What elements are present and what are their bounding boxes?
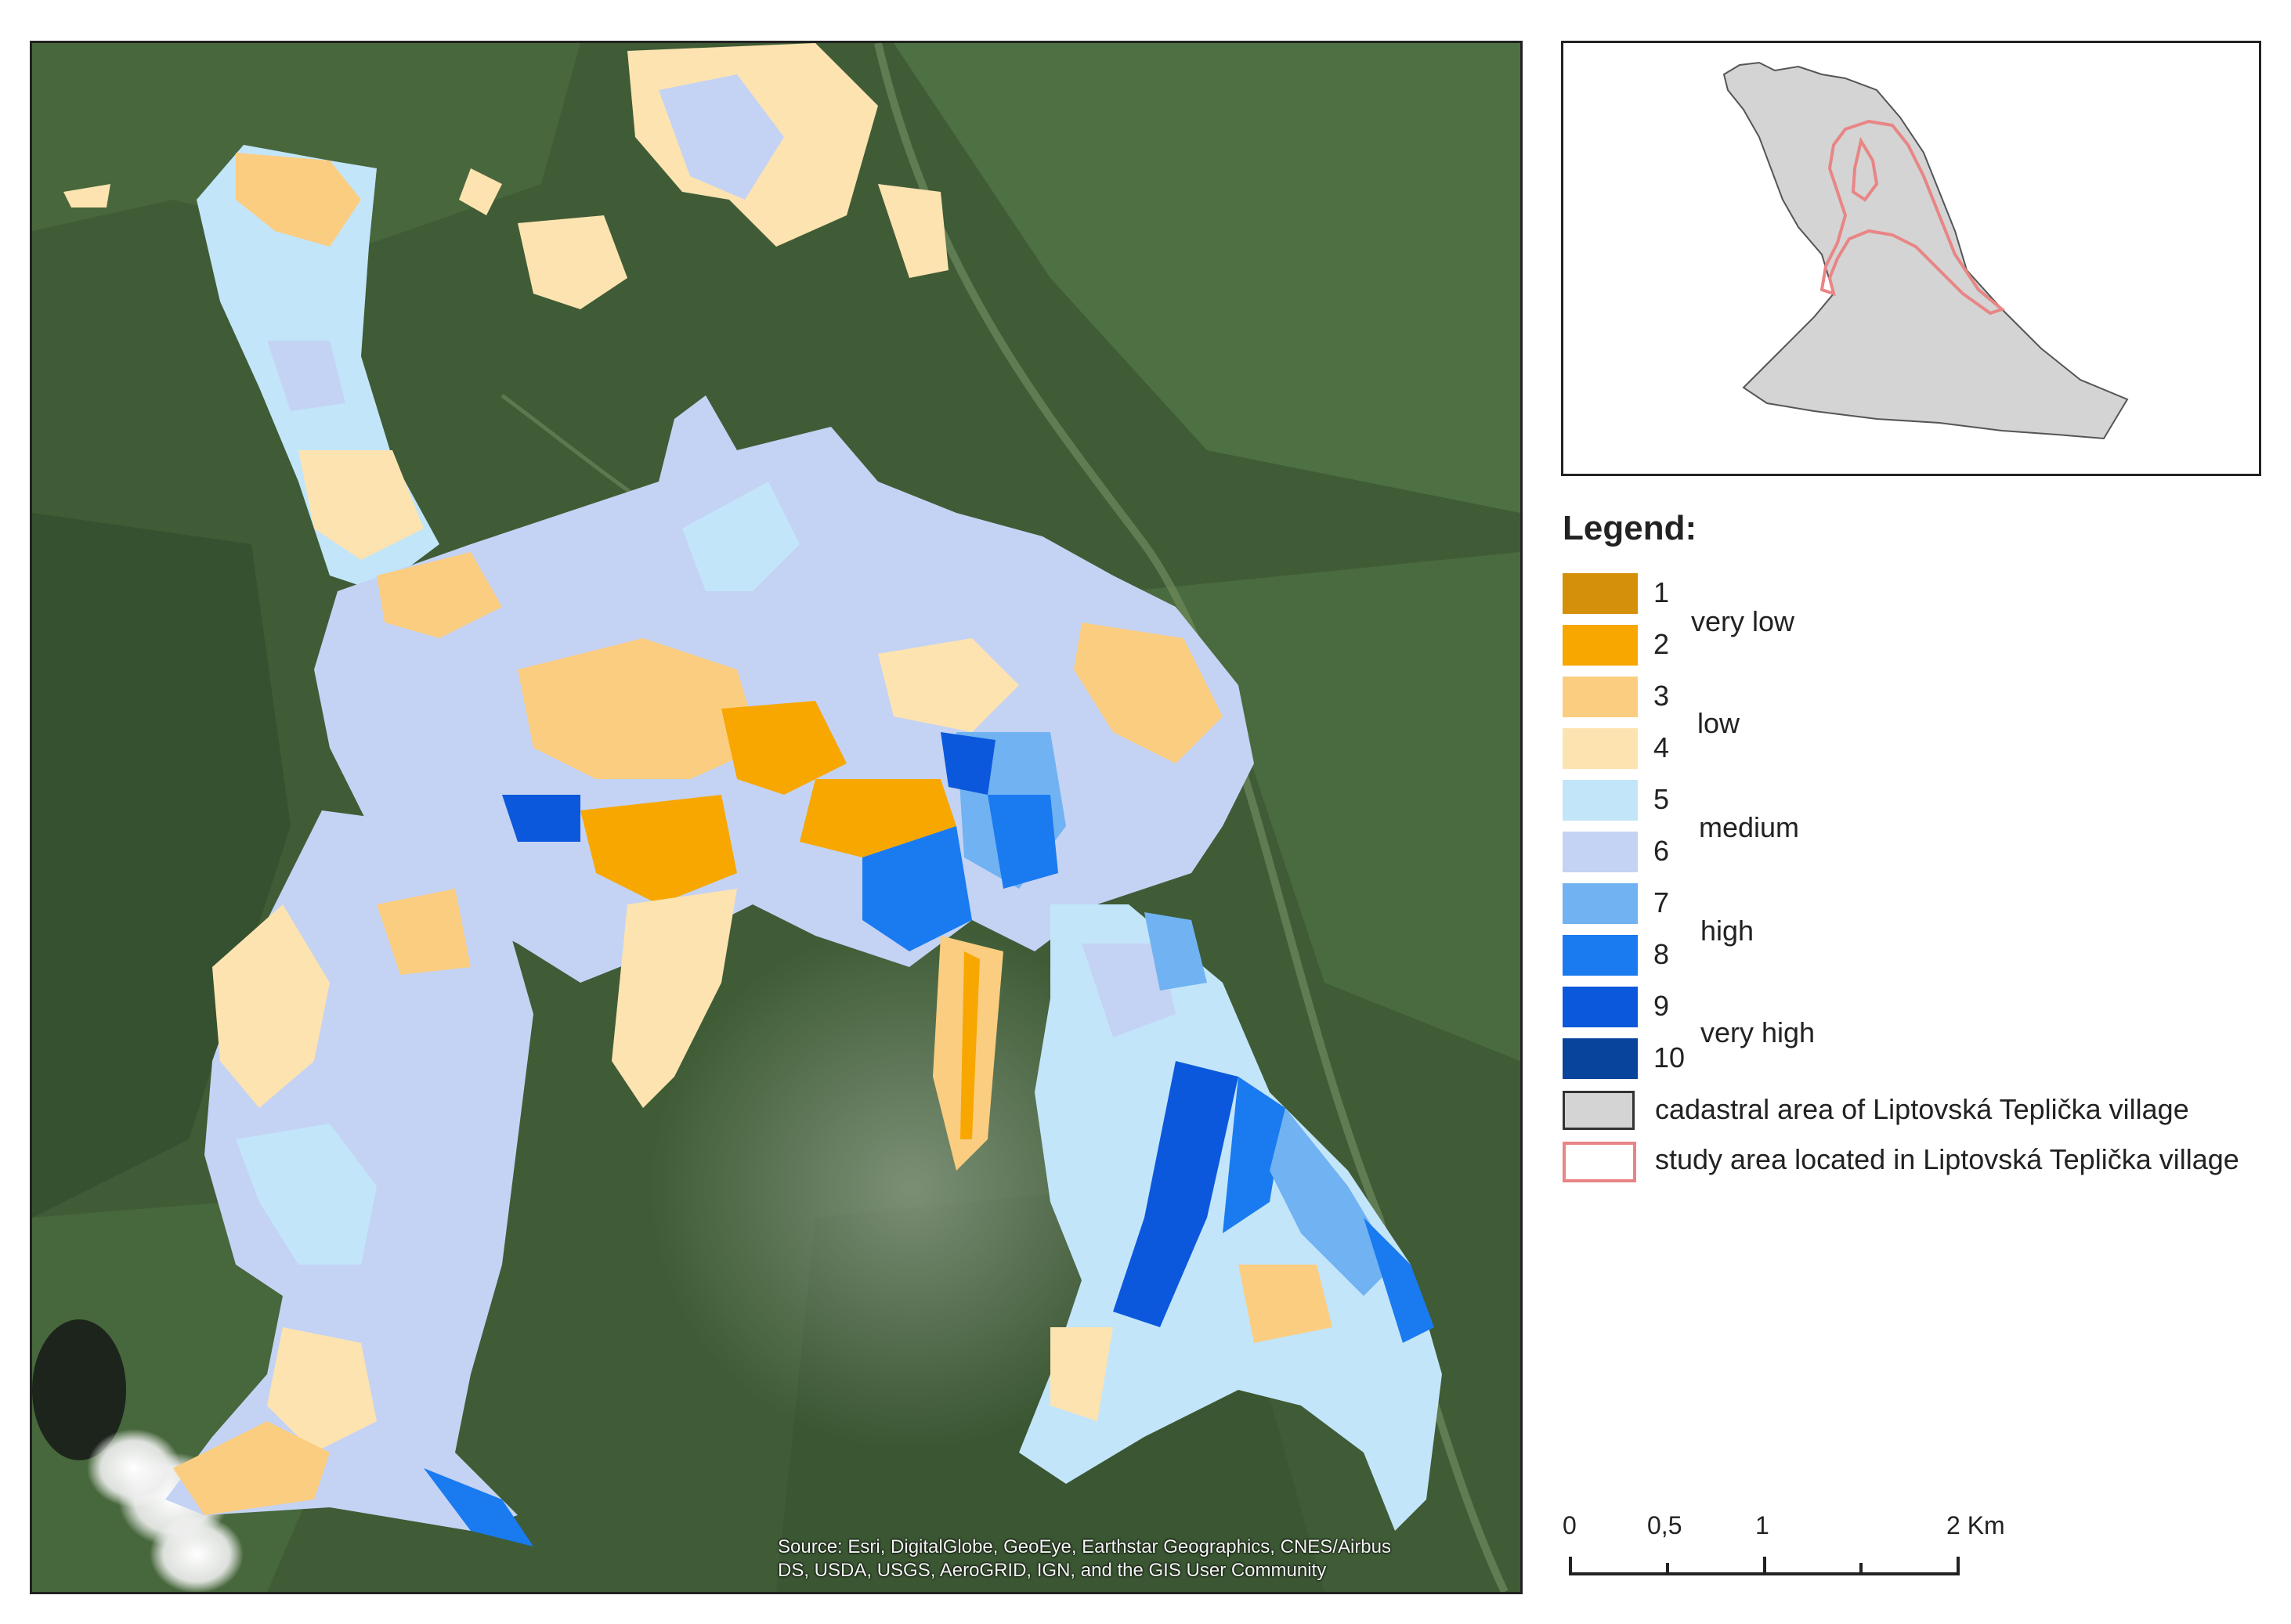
class-label-high: high <box>1700 915 1754 947</box>
legend-class-number-3: 3 <box>1653 680 1670 712</box>
scale-bar-graphic <box>1569 1557 1960 1575</box>
cadastral-swatch <box>1563 1091 1635 1130</box>
map-frame[interactable]: Source: Esri, DigitalGlobe, GeoEye, Eart… <box>30 41 1523 1594</box>
class-label-medium: medium <box>1699 811 1800 843</box>
cadastral-area-shape <box>1722 61 2129 440</box>
class-label-low: low <box>1697 707 1740 739</box>
legend-class-number-6: 6 <box>1653 835 1670 867</box>
scale-label-0-5: 0,5 <box>1647 1511 1682 1539</box>
legend-class-number-8: 8 <box>1653 938 1670 970</box>
legend-swatch-4 <box>1563 728 1638 769</box>
legend-swatch-2 <box>1563 625 1638 666</box>
legend-class-number-4: 4 <box>1653 731 1670 763</box>
suitability-overlay <box>63 43 1442 1546</box>
scale-label-1: 1 <box>1755 1511 1769 1539</box>
legend-class-number-7: 7 <box>1653 886 1670 918</box>
attribution-line-2: DS, USDA, USGS, AeroGRID, IGN, and the G… <box>778 1560 1327 1581</box>
legend-class-number-9: 9 <box>1653 990 1670 1022</box>
map-canvas <box>32 43 1520 1592</box>
scale-label-0: 0 <box>1563 1511 1577 1539</box>
locator-canvas <box>1722 61 2129 440</box>
legend: Legend: 1 2 3 4 5 6 7 8 9 10 very low low medium … <box>1563 509 2283 1214</box>
map-attribution: Source: Esri, DigitalGlobe, GeoEye, Eart… <box>778 1536 1520 1582</box>
scale-bar: 0 0,5 1 2 Km <box>1563 1511 2033 1590</box>
scale-label-2: 2 Km <box>1946 1511 2005 1539</box>
legend-swatch-3 <box>1563 677 1638 717</box>
legend-class-number-2: 2 <box>1653 628 1670 660</box>
legend-swatch-8 <box>1563 935 1638 976</box>
legend-swatch-7 <box>1563 883 1638 924</box>
study-area-outline <box>1819 119 2006 316</box>
study-area-label: study area located in Liptovská Teplička… <box>1655 1143 2239 1175</box>
attribution-line-1: Source: Esri, DigitalGlobe, GeoEye, Eart… <box>778 1536 1391 1557</box>
legend-title: Legend: <box>1563 509 1697 547</box>
study-area-swatch <box>1563 1142 1636 1182</box>
legend-swatch-10 <box>1563 1038 1638 1079</box>
legend-swatch-5 <box>1563 780 1638 821</box>
legend-class-number-10: 10 <box>1653 1041 1686 1074</box>
legend-class-number-5: 5 <box>1653 783 1670 815</box>
class-label-very-high: very high <box>1700 1016 1816 1048</box>
legend-swatch-6 <box>1563 832 1638 872</box>
legend-swatch-9 <box>1563 987 1638 1027</box>
cadastral-label: cadastral area of Liptovská Teplička vil… <box>1655 1093 2189 1125</box>
legend-swatch-1 <box>1563 573 1638 614</box>
class-label-very-low: very low <box>1691 605 1795 637</box>
locator-map <box>1561 41 2261 476</box>
legend-class-number-1: 1 <box>1653 576 1670 608</box>
